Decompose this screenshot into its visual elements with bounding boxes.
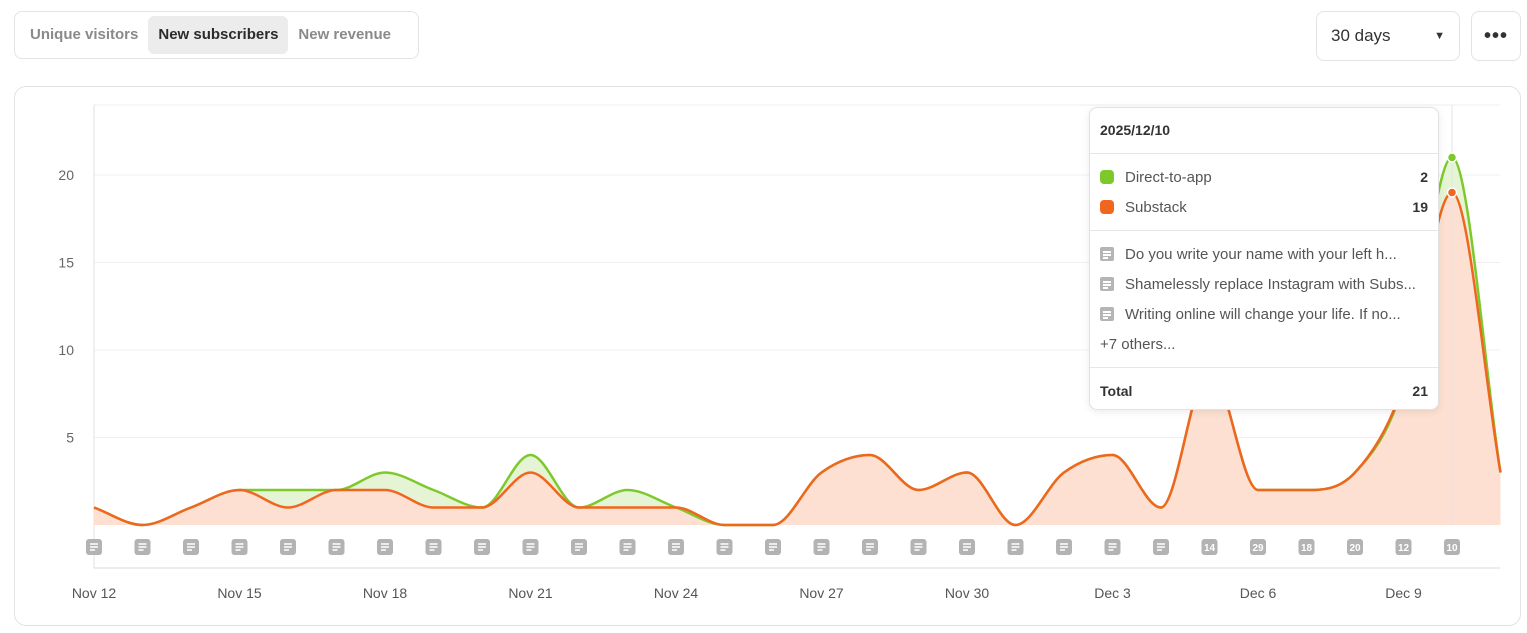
tooltip-post-title: Writing online will change your life. If… — [1125, 305, 1401, 323]
tooltip-total: Total 21 — [1090, 368, 1438, 414]
x-tick-label: Nov 12 — [72, 585, 117, 601]
post-icon — [1100, 307, 1114, 321]
tooltip-others-label: +7 others... — [1100, 335, 1176, 353]
tooltip-total-value: 21 — [1412, 383, 1428, 399]
caret-down-icon: ▼ — [1434, 30, 1445, 42]
tab-new-revenue[interactable]: New revenue — [298, 26, 391, 43]
y-tick-label: 20 — [58, 167, 74, 183]
tooltip-post[interactable]: Writing online will change your life. If… — [1090, 299, 1438, 329]
post-marker-icon — [1298, 539, 1315, 555]
substack-hover-point — [1446, 187, 1458, 198]
tooltip-substack-label: Substack — [1125, 198, 1187, 216]
tooltip-row-substack: Substack 19 — [1090, 192, 1438, 222]
post-marker-count: 20 — [1349, 543, 1361, 554]
substack-area — [94, 192, 1501, 525]
tooltip-direct-value: 2 — [1420, 169, 1428, 185]
tooltip-total-label: Total — [1100, 383, 1133, 399]
post-icon — [1100, 247, 1114, 261]
tooltip-post[interactable]: Shamelessly replace Instagram with Subs.… — [1090, 269, 1438, 299]
x-tick-label: Nov 21 — [508, 585, 553, 601]
x-tick-label: Dec 3 — [1094, 585, 1131, 601]
x-tick-label: Dec 9 — [1385, 585, 1422, 601]
post-icon — [1100, 277, 1114, 291]
y-tick-label: 15 — [58, 255, 74, 271]
tooltip-row-direct: Direct-to-app 2 — [1090, 162, 1438, 192]
date-range-dropdown[interactable]: 30 days ▼ — [1316, 11, 1460, 61]
date-range-label: 30 days — [1331, 26, 1391, 45]
x-tick-label: Nov 27 — [799, 585, 844, 601]
tooltip-posts: Do you write your name with your left h.… — [1090, 231, 1438, 368]
more-options-button[interactable]: ••• — [1471, 11, 1521, 61]
tooltip-series: Direct-to-app 2 Substack 19 — [1090, 154, 1438, 231]
chart-tooltip: 2025/12/10 Direct-to-app 2 Substack 19 D… — [1089, 107, 1439, 410]
tab-unique-visitors[interactable]: Unique visitors — [30, 26, 139, 43]
tooltip-direct-label: Direct-to-app — [1125, 168, 1212, 186]
post-marker-count: 14 — [1204, 543, 1216, 554]
substack-swatch-icon — [1100, 200, 1114, 214]
post-marker-icon — [1201, 539, 1218, 555]
post-marker-count: 12 — [1398, 543, 1410, 554]
x-tick-label: Nov 30 — [945, 585, 990, 601]
y-tick-label: 5 — [66, 430, 74, 446]
x-tick-label: Nov 18 — [363, 585, 408, 601]
y-tick-label: 10 — [58, 342, 74, 358]
post-marker-count: 29 — [1252, 543, 1264, 554]
x-tick-label: Dec 6 — [1240, 585, 1277, 601]
tab-new-subscribers[interactable]: New subscribers — [148, 16, 289, 54]
x-tick-label: Nov 15 — [217, 585, 262, 601]
tooltip-post-title: Do you write your name with your left h.… — [1125, 245, 1397, 263]
post-marker-count: 18 — [1301, 543, 1313, 554]
more-icon: ••• — [1483, 24, 1508, 47]
post-marker-icon — [1395, 539, 1412, 555]
metric-tabs: Unique visitors New subscribers New reve… — [14, 11, 419, 59]
x-tick-label: Nov 24 — [654, 585, 699, 601]
tooltip-date: 2025/12/10 — [1090, 108, 1438, 154]
post-marker-icon — [1347, 539, 1363, 555]
tooltip-post-title: Shamelessly replace Instagram with Subs.… — [1125, 275, 1416, 293]
tooltip-others[interactable]: +7 others... — [1090, 329, 1438, 359]
post-marker-icon — [1444, 539, 1460, 555]
post-marker-count: 10 — [1446, 543, 1458, 554]
substack-series-line — [93, 191, 1502, 527]
chart-panel — [14, 86, 1521, 626]
tooltip-substack-value: 19 — [1412, 199, 1428, 215]
post-marker-icon — [1250, 539, 1266, 555]
direct-swatch-icon — [1100, 170, 1114, 184]
tooltip-post[interactable]: Do you write your name with your left h.… — [1090, 239, 1438, 269]
direct-hover-point — [1446, 152, 1458, 163]
